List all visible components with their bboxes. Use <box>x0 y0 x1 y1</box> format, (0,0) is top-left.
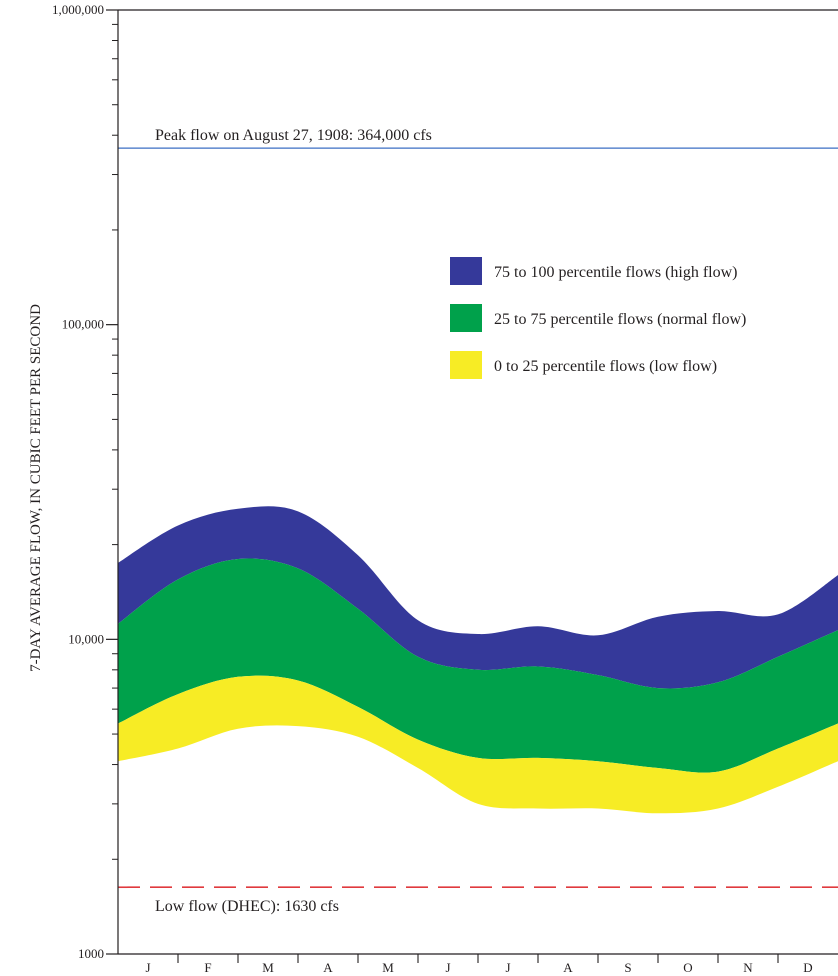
x-tick-label: M <box>382 960 394 975</box>
y-tick-label: 10,000 <box>68 631 104 646</box>
x-tick-label: M <box>262 960 274 975</box>
x-tick-label: J <box>445 960 450 975</box>
x-tick-label: J <box>505 960 510 975</box>
y-tick-label: 1000 <box>78 946 104 961</box>
band-0 <box>118 506 838 689</box>
band-2 <box>118 675 838 814</box>
percentile-bands <box>118 506 838 814</box>
x-tick-label: F <box>204 960 211 975</box>
x-tick-label: D <box>803 960 812 975</box>
y-axis-ticks: 1000 10,000 100,000 1,000,000 <box>52 2 118 961</box>
legend: 75 to 100 percentile flows (high flow) 25… <box>450 257 746 379</box>
x-tick-label: S <box>624 960 631 975</box>
axes <box>117 9 838 955</box>
reference-lines: Peak flow on August 27, 1908: 364,000 cf… <box>118 127 838 915</box>
legend-swatch-0 <box>450 257 482 285</box>
x-tick-label: A <box>563 960 573 975</box>
reference-label-0: Peak flow on August 27, 1908: 364,000 cf… <box>155 127 432 144</box>
x-tick-label: J <box>145 960 150 975</box>
y-tick-label: 1,000,000 <box>52 2 104 17</box>
legend-label-2: 0 to 25 percentile flows (low flow) <box>494 358 717 375</box>
reference-label-1: Low flow (DHEC): 1630 cfs <box>155 898 339 915</box>
x-tick-label: N <box>743 960 753 975</box>
legend-swatch-1 <box>450 304 482 332</box>
legend-label-1: 25 to 75 percentile flows (normal flow) <box>494 311 746 328</box>
x-tick-label: A <box>323 960 333 975</box>
legend-swatch-2 <box>450 351 482 379</box>
y-axis-label: 7-DAY AVERAGE FLOW, IN CUBIC FEET PER SE… <box>28 304 44 672</box>
x-tick-label: O <box>683 960 692 975</box>
y-tick-label: 100,000 <box>62 317 104 332</box>
band-1 <box>118 558 838 773</box>
legend-label-0: 75 to 100 percentile flows (high flow) <box>494 264 738 281</box>
